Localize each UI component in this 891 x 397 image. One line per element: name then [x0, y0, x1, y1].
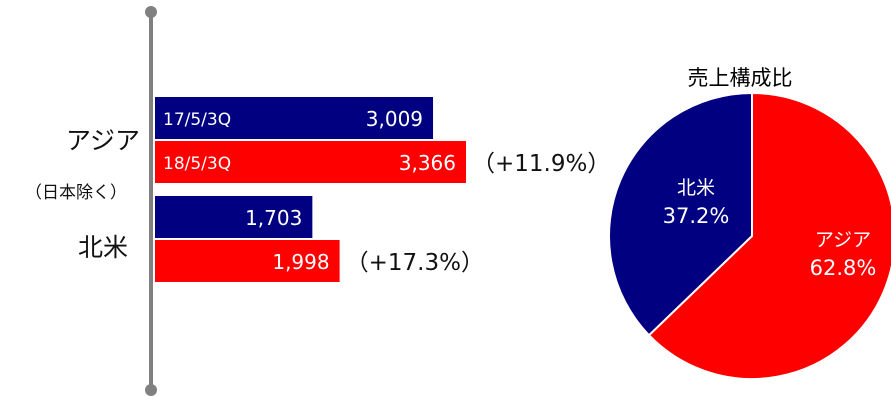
category-label-asia: アジア [65, 126, 140, 155]
series-label: 17/5/3Q [163, 110, 231, 130]
bar-asia-1 [155, 141, 467, 183]
category-label-north-america: 北米 [77, 233, 128, 262]
bars-layer: 3,009 17/5/3Q 3,366 18/5/3Q （+11.9%） 1,703 1,9… [155, 97, 610, 282]
pie-slice-percent: 62.8% [810, 256, 877, 280]
bar-asia-0 [155, 97, 434, 139]
axis-top-cap [145, 6, 157, 18]
pie-slice-label: 北米 [677, 177, 715, 199]
bar-north-america-1 [155, 240, 340, 282]
axis-bottom-cap [145, 384, 157, 396]
series-label: 18/5/3Q [163, 154, 231, 174]
pie-chart-title: 売上構成比 [687, 66, 793, 90]
pie-slice-label: アジア [815, 229, 871, 251]
pie-slice-north-america [608, 91, 753, 337]
change-label: （+17.3%） [346, 250, 484, 276]
bar-value-label: 3,009 [366, 107, 423, 131]
change-label: （+11.9%） [472, 151, 610, 177]
pie-layer: アジア 62.8% 北米 37.2% [608, 91, 891, 380]
pie-slice-asia [647, 91, 891, 380]
bar-value-label: 1,703 [245, 206, 302, 230]
pie-slice-percent: 37.2% [663, 204, 730, 228]
bar-north-america-0 [155, 196, 313, 238]
bar-value-label: 1,998 [272, 250, 329, 274]
category-sublabel-asia: （日本除く） [25, 183, 127, 203]
bar-value-label: 3,366 [399, 151, 456, 175]
